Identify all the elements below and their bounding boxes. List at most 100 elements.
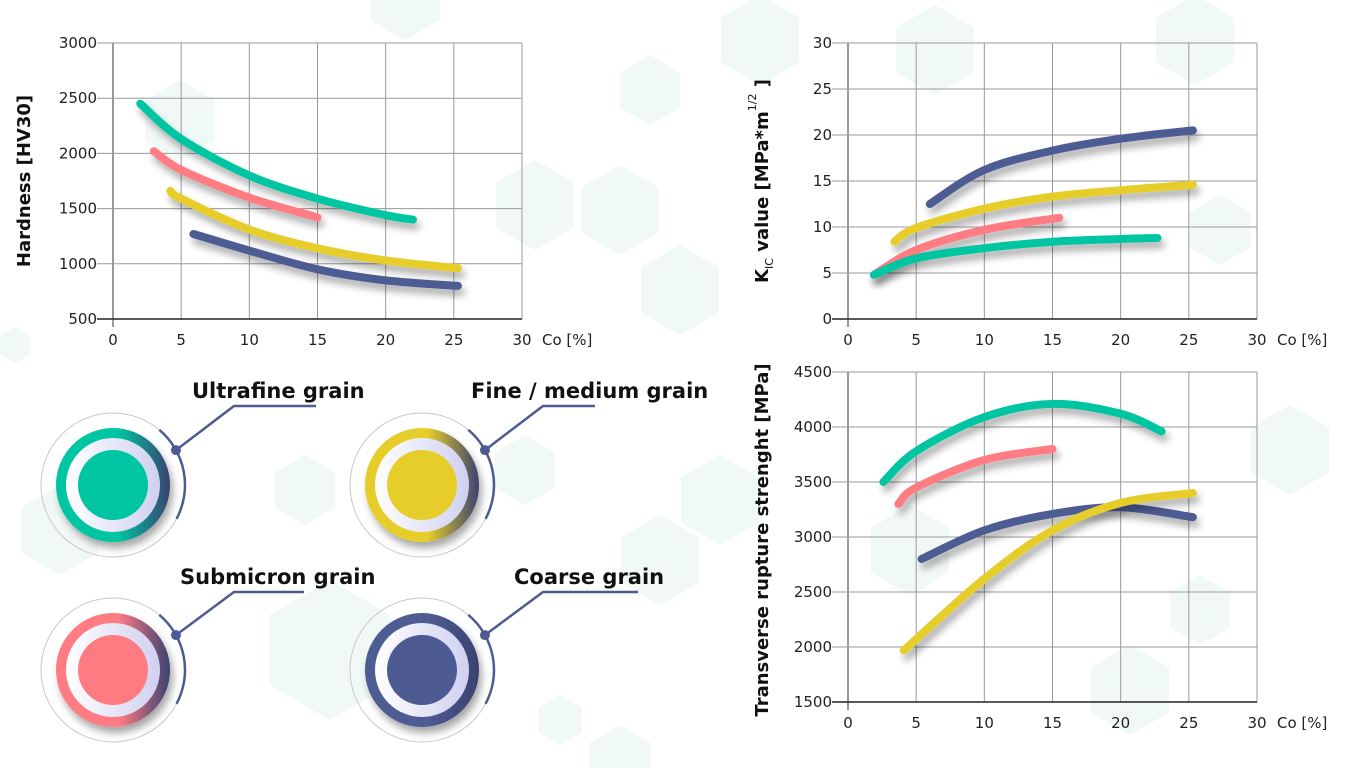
- hexagon-decoration: [494, 435, 556, 505]
- chart-2: 0 5 10 15 20 25 30 1500 2000 2500 3000 3500 4000 4500…: [752, 363, 1327, 732]
- x-tick-label: 30: [1247, 714, 1266, 732]
- x-tick-label: 15: [1043, 714, 1062, 732]
- series-line-submicron-grain: [149, 147, 322, 222]
- y-tick-label: 30: [813, 34, 832, 52]
- legend-item-ultrafine: Ultrafine grain: [40, 379, 365, 558]
- chart-1: 0 5 10 15 20 25 30 0 5 10 15 20 25 30 Co [%] KIC value …: [746, 34, 1327, 349]
- legend-arc: [158, 428, 187, 520]
- x-tick-label: 0: [843, 714, 853, 732]
- hexagon-decoration: [1169, 575, 1231, 645]
- y-tick-label: 15: [813, 172, 832, 190]
- legend-label: Coarse grain: [514, 565, 664, 589]
- legend-swatch: [387, 450, 457, 520]
- x-tick-label: 15: [1043, 331, 1062, 349]
- y-axis-label-part: K: [752, 268, 773, 283]
- x-tick-label: 10: [975, 331, 994, 349]
- x-tick-label: 25: [444, 331, 463, 349]
- y-tick-label: 2000: [59, 144, 97, 162]
- x-axis-label: Co [%]: [1277, 331, 1327, 349]
- legend-arc: [467, 428, 496, 520]
- legend-arc: [467, 613, 496, 705]
- series-line-ultrafine-grain: [136, 99, 417, 224]
- y-axis-label-part: value [MPa*m: [752, 111, 773, 258]
- hexagon-decoration: [1091, 645, 1169, 735]
- x-tick-label: 30: [1247, 331, 1266, 349]
- y-axis-label-part: 1/2: [746, 94, 759, 112]
- x-axis-label: Co [%]: [1277, 714, 1327, 732]
- hexagon-decoration: [721, 0, 799, 85]
- x-tick-label: 25: [1179, 714, 1198, 732]
- hexagon-decoration: [274, 455, 336, 525]
- y-axis-label: KIC value [MPa*m1/2 ]: [746, 79, 776, 283]
- x-tick-label: 5: [911, 714, 921, 732]
- legend-arc: [158, 613, 187, 705]
- hexagon-decoration: [269, 580, 391, 720]
- legend-label: Submicron grain: [180, 565, 375, 589]
- legend-leader-line: [484, 590, 638, 637]
- legend-item-coarse: Coarse grain: [349, 565, 664, 743]
- y-axis-label: Transverse rupture strenght [MPa]: [752, 363, 773, 716]
- series-line-coarse-grain: [189, 230, 462, 290]
- hexagon-background: [0, 0, 1329, 768]
- y-tick-label: 10: [813, 218, 832, 236]
- x-tick-label: 10: [975, 714, 994, 732]
- y-tick-label: 1000: [59, 255, 97, 273]
- y-tick-label: 25: [813, 80, 832, 98]
- y-tick-label: 1500: [59, 200, 97, 218]
- legend-label: Fine / medium grain: [471, 379, 708, 403]
- x-tick-label: 25: [1179, 331, 1198, 349]
- legend-item-fine: Fine / medium grain: [349, 379, 708, 558]
- y-tick-label: 3000: [794, 528, 832, 546]
- x-tick-label: 20: [1111, 331, 1130, 349]
- y-axis-label-part: IC: [763, 258, 776, 269]
- hexagon-decoration: [581, 165, 659, 255]
- y-tick-label: 4500: [794, 363, 832, 381]
- x-axis-label: Co [%]: [542, 331, 592, 349]
- x-tick-label: 5: [176, 331, 186, 349]
- series-line-submicron-grain: [894, 445, 1057, 508]
- hexagon-decoration: [496, 160, 574, 250]
- x-tick-label: 30: [512, 331, 531, 349]
- y-axis-label: Hardness [HV30]: [14, 95, 35, 267]
- x-tick-label: 5: [911, 331, 921, 349]
- x-tick-label: 0: [843, 331, 853, 349]
- series-line-ultrafine-grain: [879, 399, 1166, 486]
- legend-swatch: [78, 450, 148, 520]
- series-line-coarse-grain: [925, 126, 1197, 208]
- y-tick-label: 500: [68, 310, 97, 328]
- x-tick-label: 0: [108, 331, 118, 349]
- y-axis-label-part: ]: [752, 79, 773, 94]
- x-tick-label: 15: [308, 331, 327, 349]
- y-tick-label: 0: [822, 310, 832, 328]
- hexagon-decoration: [370, 0, 440, 40]
- hexagon-decoration: [896, 5, 974, 95]
- hexagon-decoration: [1251, 405, 1329, 495]
- legend-label: Ultrafine grain: [192, 379, 365, 403]
- legend-item-submicron: Submicron grain: [40, 565, 375, 743]
- y-tick-label: 1500: [794, 693, 832, 711]
- hexagon-decoration: [1189, 195, 1251, 265]
- hexagon-decoration: [871, 505, 949, 595]
- series-line-ultrafine-grain: [869, 234, 1162, 279]
- series-line-fine-medium-grain: [890, 180, 1197, 246]
- hexagon-decoration: [145, 80, 215, 160]
- chart-0: 0 5 10 15 20 25 30 500 1000 1500 2000 2500 3000 Co [%…: [14, 34, 592, 349]
- hexagon-decoration: [641, 245, 719, 335]
- hexagon-decoration: [681, 455, 759, 545]
- x-tick-label: 10: [240, 331, 259, 349]
- hexagon-decoration: [0, 327, 31, 363]
- y-tick-label: 2000: [794, 638, 832, 656]
- y-tick-label: 5: [822, 264, 832, 282]
- hexagon-decoration: [621, 515, 699, 605]
- series-line-coarse-grain: [917, 503, 1197, 563]
- legend-swatch: [78, 635, 148, 705]
- series-line-fine-medium-grain: [899, 489, 1197, 655]
- hexagon-decoration: [619, 55, 681, 125]
- series-line-fine-medium-grain: [166, 186, 462, 273]
- legend-leader-line: [484, 404, 595, 452]
- hexagon-decoration: [538, 695, 582, 745]
- y-tick-label: 3500: [794, 473, 832, 491]
- hexagon-decoration: [589, 725, 651, 768]
- y-tick-label: 2500: [59, 89, 97, 107]
